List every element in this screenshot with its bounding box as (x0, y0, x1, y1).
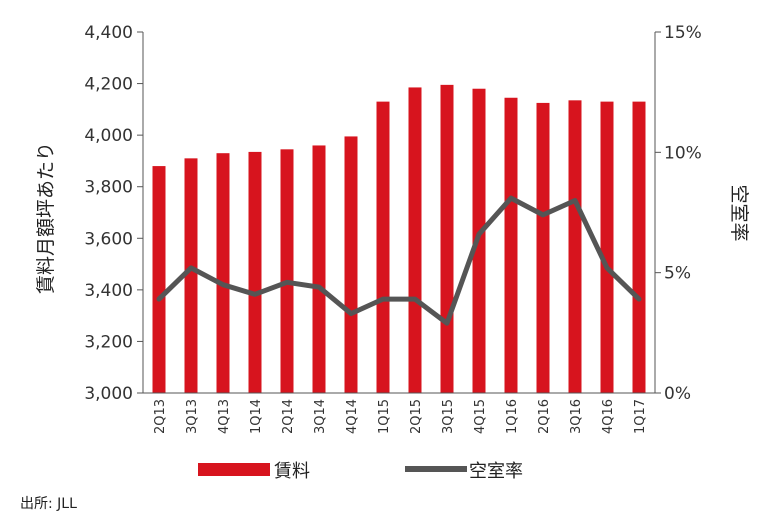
bar-4Q14 (344, 136, 358, 394)
left-tick-label: 3,800 (84, 178, 133, 198)
bar-3Q16 (568, 100, 582, 393)
vacancy-point-3Q13 (189, 266, 193, 270)
vacancy-point-1Q15 (381, 297, 385, 301)
x-tick-label-4Q13: 4Q13 (217, 399, 232, 434)
vacancy-point-1Q14 (253, 292, 257, 296)
legend-label-rent: 賃料 (274, 461, 310, 482)
legend-label-vacancy: 空室率 (469, 461, 523, 482)
bar-4Q16 (600, 101, 614, 393)
left-tick-label: 3,400 (84, 281, 133, 301)
bar-2Q16 (536, 102, 550, 394)
x-tick-label-3Q13: 3Q13 (185, 399, 200, 434)
vacancy-line-layer (156, 195, 642, 326)
vacancy-point-2Q16 (541, 213, 545, 217)
vacancy-point-1Q16 (509, 196, 513, 200)
legend: 賃料 空室率 (198, 461, 523, 482)
left-axis-title: 賃料月額坪あたり (35, 142, 57, 294)
vacancy-point-4Q13 (221, 283, 225, 287)
bar-4Q13 (216, 153, 230, 393)
x-tick-label-2Q14: 2Q14 (281, 399, 296, 434)
left-tick-label: 3,000 (84, 384, 133, 404)
right-tick-label: 0% (664, 384, 691, 404)
bar-1Q15 (376, 101, 390, 393)
x-tick-label-3Q14: 3Q14 (313, 399, 328, 434)
x-tick-label-1Q16: 1Q16 (505, 399, 520, 434)
bar-3Q14 (312, 145, 326, 393)
vacancy-point-3Q14 (317, 285, 321, 289)
left-tick-label: 3,200 (84, 332, 133, 352)
rent-bars (152, 84, 646, 394)
bar-2Q15 (408, 87, 422, 394)
x-tick-label-3Q16: 3Q16 (569, 399, 584, 434)
right-axis: 0% 5% 10% 15% (654, 23, 702, 404)
right-axis-title: 空室率 (728, 184, 750, 241)
x-tick-label-2Q16: 2Q16 (537, 399, 552, 434)
vacancy-point-4Q14 (349, 312, 353, 316)
legend-swatch-vacancy (405, 466, 467, 472)
x-tick-label-1Q17: 1Q17 (633, 399, 648, 434)
bar-3Q15 (440, 84, 454, 393)
source-note: 出所: JLL (20, 496, 77, 512)
vacancy-point-2Q14 (285, 280, 289, 284)
x-axis: 2Q13 3Q13 4Q13 1Q14 2Q14 3Q14 4Q14 1Q15 2Q15 3Q15… (143, 392, 655, 434)
bar-1Q14 (248, 151, 262, 393)
x-tick-label-1Q15: 1Q15 (377, 399, 392, 434)
vacancy-point-3Q16 (573, 198, 577, 202)
vacancy-point-4Q15 (477, 232, 481, 236)
vacancy-point-2Q13 (157, 297, 161, 301)
bar-2Q14 (280, 149, 294, 393)
left-tick-label: 3,600 (84, 229, 133, 249)
left-axis: 3,000 3,200 3,400 3,600 3,800 4,000 4,200 4,400 (84, 23, 144, 404)
x-tick-label-3Q15: 3Q15 (441, 399, 456, 434)
vacancy-point-3Q15 (445, 321, 449, 325)
x-tick-label-2Q15: 2Q15 (409, 399, 424, 434)
left-tick-label: 4,000 (84, 126, 133, 146)
x-tick-label-4Q15: 4Q15 (473, 399, 488, 434)
legend-swatch-rent (198, 463, 270, 476)
x-tick-label-1Q14: 1Q14 (249, 399, 264, 434)
vacancy-point-2Q15 (413, 297, 417, 301)
right-tick-label: 15% (664, 23, 702, 43)
vacancy-point-1Q17 (637, 297, 641, 301)
bar-3Q13 (184, 158, 198, 393)
bar-1Q16 (504, 97, 518, 393)
bar-1Q17 (632, 101, 646, 393)
right-tick-label: 10% (664, 143, 702, 163)
vacancy-line (156, 195, 642, 326)
vacancy-point-4Q16 (605, 266, 609, 270)
bar-2Q13 (152, 166, 166, 393)
left-tick-label: 4,200 (84, 75, 133, 95)
left-tick-label: 4,400 (84, 23, 133, 43)
x-tick-label-4Q16: 4Q16 (601, 399, 616, 434)
right-tick-label: 5% (664, 264, 691, 284)
x-tick-label-4Q14: 4Q14 (345, 399, 360, 434)
x-tick-label-2Q13: 2Q13 (153, 399, 168, 434)
